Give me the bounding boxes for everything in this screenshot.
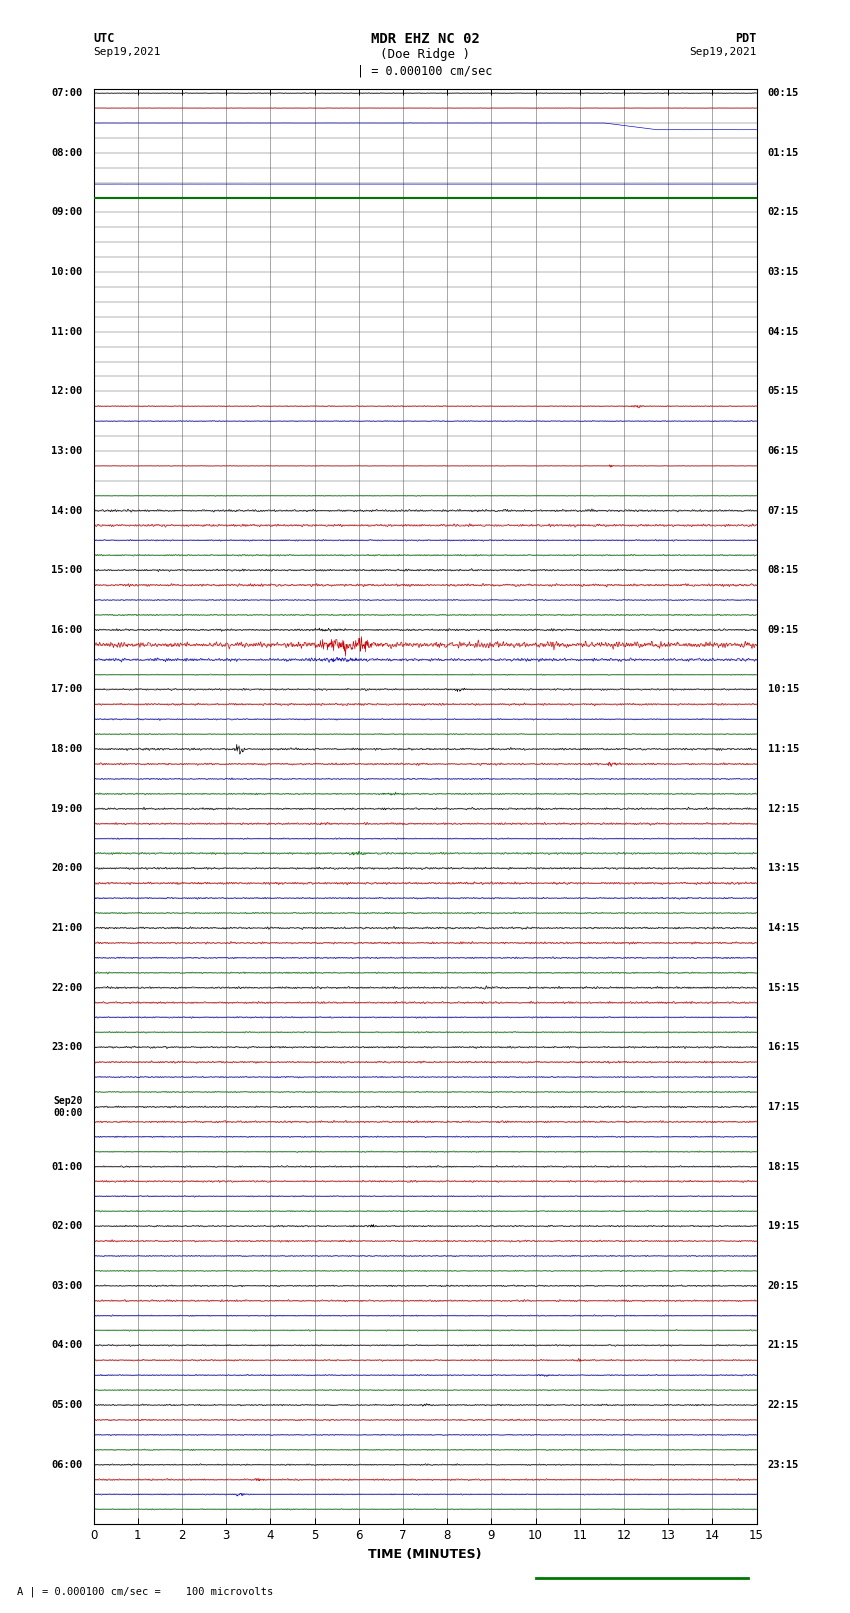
Text: | = 0.000100 cm/sec: | = 0.000100 cm/sec bbox=[357, 65, 493, 77]
X-axis label: TIME (MINUTES): TIME (MINUTES) bbox=[368, 1548, 482, 1561]
Text: 22:00: 22:00 bbox=[51, 982, 82, 992]
Text: MDR EHZ NC 02: MDR EHZ NC 02 bbox=[371, 32, 479, 47]
Text: 17:00: 17:00 bbox=[51, 684, 82, 695]
Text: 21:00: 21:00 bbox=[51, 923, 82, 932]
Text: 23:00: 23:00 bbox=[51, 1042, 82, 1052]
Text: 03:15: 03:15 bbox=[768, 268, 799, 277]
Text: 01:00: 01:00 bbox=[51, 1161, 82, 1171]
Text: 13:15: 13:15 bbox=[768, 863, 799, 873]
Text: Sep19,2021: Sep19,2021 bbox=[94, 47, 161, 56]
Text: 07:15: 07:15 bbox=[768, 505, 799, 516]
Text: 10:00: 10:00 bbox=[51, 268, 82, 277]
Text: 05:15: 05:15 bbox=[768, 387, 799, 397]
Text: 21:15: 21:15 bbox=[768, 1340, 799, 1350]
Text: 02:00: 02:00 bbox=[51, 1221, 82, 1231]
Text: 09:15: 09:15 bbox=[768, 624, 799, 636]
Text: 06:00: 06:00 bbox=[51, 1460, 82, 1469]
Text: 03:00: 03:00 bbox=[51, 1281, 82, 1290]
Text: 11:00: 11:00 bbox=[51, 327, 82, 337]
Text: 12:00: 12:00 bbox=[51, 387, 82, 397]
Text: 20:00: 20:00 bbox=[51, 863, 82, 873]
Text: Sep20
00:00: Sep20 00:00 bbox=[53, 1097, 82, 1118]
Text: 19:15: 19:15 bbox=[768, 1221, 799, 1231]
Text: 05:00: 05:00 bbox=[51, 1400, 82, 1410]
Text: 04:00: 04:00 bbox=[51, 1340, 82, 1350]
Text: 02:15: 02:15 bbox=[768, 208, 799, 218]
Text: 14:00: 14:00 bbox=[51, 505, 82, 516]
Text: 19:00: 19:00 bbox=[51, 803, 82, 813]
Text: (Doe Ridge ): (Doe Ridge ) bbox=[380, 48, 470, 61]
Text: 16:00: 16:00 bbox=[51, 624, 82, 636]
Text: 22:15: 22:15 bbox=[768, 1400, 799, 1410]
Text: 12:15: 12:15 bbox=[768, 803, 799, 813]
Text: 18:15: 18:15 bbox=[768, 1161, 799, 1171]
Text: Sep19,2021: Sep19,2021 bbox=[689, 47, 756, 56]
Text: 09:00: 09:00 bbox=[51, 208, 82, 218]
Text: 14:15: 14:15 bbox=[768, 923, 799, 932]
Text: A | = 0.000100 cm/sec =    100 microvolts: A | = 0.000100 cm/sec = 100 microvolts bbox=[17, 1586, 273, 1597]
Text: 15:15: 15:15 bbox=[768, 982, 799, 992]
Text: 18:00: 18:00 bbox=[51, 744, 82, 755]
Text: 08:15: 08:15 bbox=[768, 565, 799, 576]
Text: 07:00: 07:00 bbox=[51, 89, 82, 98]
Text: 11:15: 11:15 bbox=[768, 744, 799, 755]
Text: 23:15: 23:15 bbox=[768, 1460, 799, 1469]
Text: 20:15: 20:15 bbox=[768, 1281, 799, 1290]
Text: UTC: UTC bbox=[94, 32, 115, 45]
Text: 16:15: 16:15 bbox=[768, 1042, 799, 1052]
Text: 15:00: 15:00 bbox=[51, 565, 82, 576]
Text: 00:15: 00:15 bbox=[768, 89, 799, 98]
Text: 08:00: 08:00 bbox=[51, 148, 82, 158]
Text: 04:15: 04:15 bbox=[768, 327, 799, 337]
Text: 13:00: 13:00 bbox=[51, 445, 82, 456]
Text: 01:15: 01:15 bbox=[768, 148, 799, 158]
Text: 10:15: 10:15 bbox=[768, 684, 799, 695]
Text: PDT: PDT bbox=[735, 32, 756, 45]
Text: 06:15: 06:15 bbox=[768, 445, 799, 456]
Text: 17:15: 17:15 bbox=[768, 1102, 799, 1111]
